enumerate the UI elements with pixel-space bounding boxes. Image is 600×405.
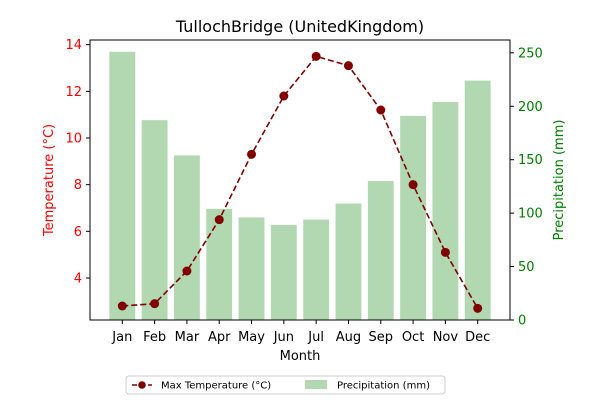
temperature-point-mar bbox=[182, 266, 192, 276]
legend-frame bbox=[125, 375, 446, 395]
temperature-point-jan bbox=[117, 301, 127, 311]
y-left-tick-label: 8 bbox=[74, 178, 82, 193]
temperature-point-may bbox=[247, 149, 257, 159]
temperature-point-jul bbox=[311, 51, 321, 61]
temperature-point-aug bbox=[343, 61, 353, 71]
temperature-point-nov bbox=[440, 247, 450, 257]
y-right-tick-label: 100 bbox=[518, 207, 543, 222]
bar-nov bbox=[432, 101, 459, 320]
bar-jan bbox=[109, 51, 136, 320]
y-axis-temperature: 4 6 8 10 12 14 bbox=[65, 38, 90, 287]
x-tick-label: Sep bbox=[369, 330, 394, 345]
temperature-point-jun bbox=[279, 91, 289, 101]
x-tick-label: Mar bbox=[175, 330, 200, 345]
temperature-point-oct bbox=[408, 180, 418, 190]
temperature-point-feb bbox=[150, 299, 160, 309]
y-left-tick-label: 10 bbox=[65, 132, 82, 147]
x-tick-label: Aug bbox=[336, 330, 361, 345]
y-left-tick-label: 14 bbox=[65, 38, 82, 53]
y-axis-left-label: Temperature (°C) bbox=[42, 124, 57, 237]
x-tick-label: Jun bbox=[273, 330, 294, 345]
legend: Max Temperature (°C) Precipitation (mm) bbox=[125, 375, 446, 395]
x-tick-label: Dec bbox=[465, 330, 490, 345]
bar-feb bbox=[141, 120, 168, 320]
x-axis-label: Month bbox=[280, 349, 321, 364]
y-right-tick-label: 250 bbox=[518, 46, 543, 61]
temperature-point-dec bbox=[473, 303, 483, 313]
bar-mar bbox=[174, 155, 200, 320]
bar-aug bbox=[335, 203, 362, 320]
y-axis-right-label: Precipitation (mm) bbox=[552, 120, 567, 241]
y-right-tick-label: 150 bbox=[518, 153, 543, 168]
temperature-line bbox=[117, 51, 483, 313]
x-tick-label: Jul bbox=[307, 330, 324, 345]
y-left-tick-label: 4 bbox=[74, 272, 82, 287]
chart-title: TullochBridge (UnitedKingdom) bbox=[175, 17, 424, 36]
x-tick-label: Feb bbox=[143, 330, 166, 345]
x-tick-label: Oct bbox=[402, 330, 424, 345]
bar-apr bbox=[206, 208, 233, 320]
y-left-tick-label: 6 bbox=[74, 225, 82, 240]
bar-sep bbox=[367, 181, 394, 320]
temperature-point-apr bbox=[214, 215, 224, 225]
bar-jul bbox=[303, 219, 330, 320]
y-left-tick-label: 12 bbox=[65, 85, 82, 100]
bar-jun bbox=[270, 224, 297, 320]
x-tick-label: Nov bbox=[433, 330, 459, 345]
y-right-tick-label: 200 bbox=[518, 100, 543, 115]
legend-bar-swatch bbox=[305, 380, 327, 389]
x-tick-label: May bbox=[238, 330, 265, 345]
precipitation-bars bbox=[109, 51, 491, 320]
y-axis-precipitation: 0 50 100 150 200 250 bbox=[510, 46, 543, 329]
y-right-tick-label: 50 bbox=[518, 260, 535, 275]
legend-line-marker bbox=[138, 381, 146, 389]
legend-label-precipitation: Precipitation (mm) bbox=[337, 381, 430, 392]
temperature-point-sep bbox=[376, 105, 386, 115]
bar-may bbox=[238, 217, 265, 320]
bar-dec bbox=[464, 80, 491, 320]
x-tick-label: Apr bbox=[208, 330, 231, 345]
bar-oct bbox=[400, 115, 426, 320]
y-right-tick-label: 0 bbox=[518, 314, 526, 329]
legend-label-temperature: Max Temperature (°C) bbox=[161, 381, 271, 392]
x-tick-label: Jan bbox=[111, 330, 132, 345]
x-axis: Jan Feb Mar Apr May Jun Jul Aug Sep Oct Nov Dec bbox=[111, 320, 490, 345]
plot-area-frame bbox=[89, 39, 511, 321]
